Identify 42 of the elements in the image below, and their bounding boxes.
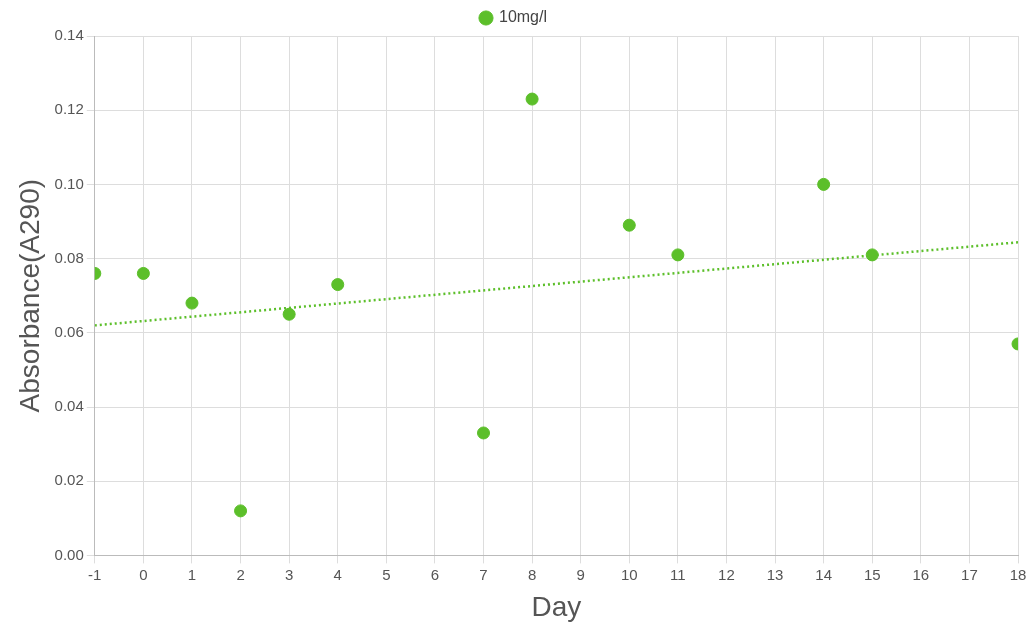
x-axis-title: Day <box>531 590 582 622</box>
x-tick-label: 6 <box>430 565 440 583</box>
x-tick-label: 3 <box>284 565 294 583</box>
x-tick-label: 10 <box>620 565 638 583</box>
y-tick-label: 0.10 <box>54 174 84 192</box>
x-tick-label: 2 <box>236 565 245 583</box>
x-tick-label: 11 <box>670 565 686 583</box>
point <box>282 307 296 321</box>
x-tick-label: 8 <box>527 565 537 583</box>
y-tick-label: 0.00 <box>54 545 84 563</box>
x-tick-label: 5 <box>382 565 391 583</box>
point <box>136 266 150 280</box>
x-tick-label: 4 <box>333 565 342 583</box>
x-tick-label: 7 <box>479 565 488 583</box>
point <box>525 92 539 106</box>
x-tick-label: 16 <box>912 565 930 583</box>
x-tick-label: 1 <box>187 565 197 583</box>
y-tick-label: 0.02 <box>54 471 84 489</box>
x-tick-label: 0 <box>139 565 148 583</box>
x-tick-label: -1 <box>88 565 102 583</box>
point <box>185 296 199 310</box>
point <box>477 426 491 440</box>
x-tick-label: 12 <box>718 565 735 583</box>
x-tick-label: 13 <box>766 565 784 583</box>
y-tick-label: 0.08 <box>54 248 84 266</box>
y-tick-label: 0.06 <box>54 322 84 340</box>
point <box>817 177 831 191</box>
x-tick-label: 9 <box>576 565 585 583</box>
x-tick-label: 15 <box>863 565 881 583</box>
point <box>331 278 345 292</box>
x-tick-label: 18 <box>1009 565 1027 583</box>
y-tick-label: 0.12 <box>54 100 84 118</box>
point <box>865 248 879 262</box>
y-axis-title: Absorbance(A290) <box>13 178 45 413</box>
point <box>671 248 685 262</box>
x-tick-label: 14 <box>815 565 832 583</box>
point <box>622 218 636 232</box>
legend-label: 10mg/l <box>498 8 548 26</box>
y-tick-label: 0.04 <box>54 397 84 415</box>
y-tick-label: 0.14 <box>54 26 84 44</box>
point <box>234 504 248 518</box>
x-tick-label: 17 <box>961 565 978 583</box>
